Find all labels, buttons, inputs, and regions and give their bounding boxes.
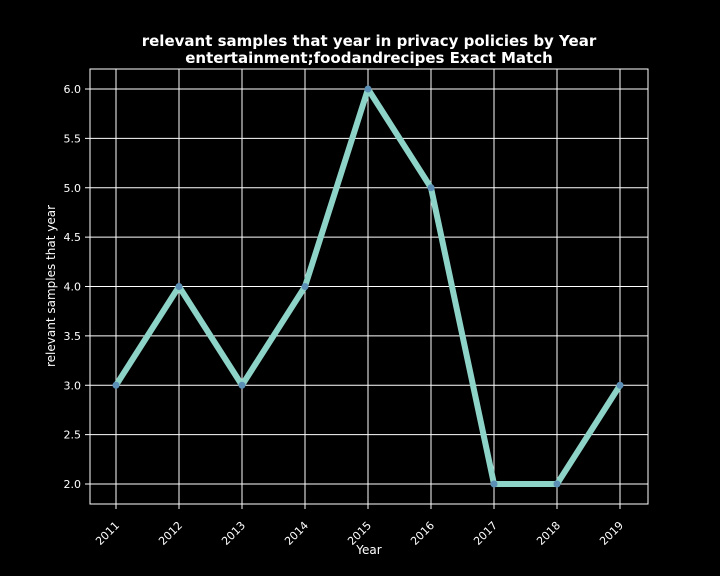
y-axis-ticks: 2.0 2.5 3.0 3.5 4.0 4.5 5.0 5.5 6.0 xyxy=(64,83,90,491)
y-tick-label: 2.5 xyxy=(64,429,82,442)
data-point xyxy=(175,283,183,290)
y-tick-label: 2.0 xyxy=(64,478,82,491)
data-point xyxy=(238,381,246,389)
y-tick-label: 3.5 xyxy=(64,330,82,343)
y-tick-label: 5.0 xyxy=(64,182,82,195)
y-tick-label: 3.0 xyxy=(64,379,82,392)
x-axis-label: Year xyxy=(355,543,381,557)
chart-subtitle: entertainment;foodandrecipes Exact Match xyxy=(185,49,553,67)
y-axis-label: relevant samples that year xyxy=(44,205,58,367)
data-point xyxy=(427,184,435,192)
data-point xyxy=(364,85,372,93)
y-tick-label: 4.5 xyxy=(64,231,82,244)
y-tick-label: 4.0 xyxy=(64,281,82,294)
data-point xyxy=(616,381,624,389)
data-point xyxy=(112,381,120,389)
series-line xyxy=(112,85,624,488)
data-point xyxy=(490,480,498,488)
y-tick-label: 6.0 xyxy=(64,83,82,96)
data-point xyxy=(301,283,309,290)
y-tick-label: 5.5 xyxy=(64,132,82,145)
data-point xyxy=(553,480,561,488)
chart-title: relevant samples that year in privacy po… xyxy=(142,32,597,50)
